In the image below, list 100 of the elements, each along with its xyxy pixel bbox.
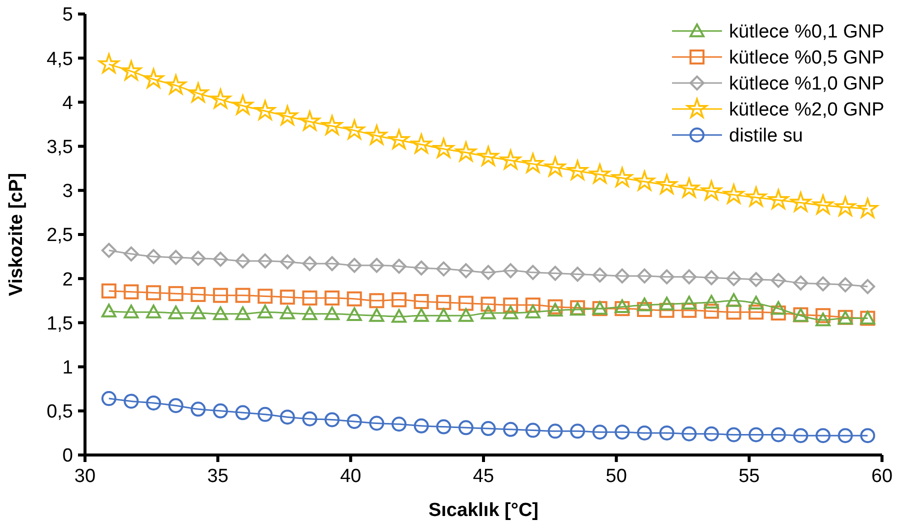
point [500, 150, 521, 170]
point [636, 302, 652, 317]
point [656, 174, 678, 194]
point [682, 302, 697, 318]
point [636, 298, 652, 312]
point [770, 301, 786, 315]
point [838, 428, 853, 444]
point [456, 142, 476, 162]
y-tick-label: 3,5 [46, 136, 73, 158]
point [346, 307, 362, 321]
point [101, 391, 116, 406]
legend-label: kütlece %0,5 GNP [729, 48, 884, 69]
point [190, 250, 206, 266]
point [302, 290, 318, 306]
point [592, 424, 608, 440]
legend-label: kütlece %2,0 GNP [729, 100, 884, 121]
point [414, 260, 429, 276]
point [838, 277, 853, 292]
point [816, 428, 831, 444]
point [436, 308, 452, 322]
point [369, 416, 384, 431]
point [458, 296, 474, 311]
point [188, 82, 208, 102]
y-tick-label: 5 [62, 4, 73, 26]
point [860, 279, 876, 294]
point [232, 94, 254, 115]
point [659, 296, 674, 310]
point [704, 426, 719, 442]
point [299, 110, 320, 131]
point [146, 285, 162, 300]
y-axis-title: Viskozite [cP] [6, 172, 27, 296]
point [835, 196, 856, 216]
point [614, 301, 630, 316]
point [748, 304, 764, 320]
point [812, 194, 834, 214]
point [235, 253, 250, 268]
point [503, 263, 518, 278]
point [388, 129, 410, 150]
y-tick-label: 0 [62, 446, 73, 467]
point [346, 291, 362, 306]
point [254, 100, 276, 120]
point [503, 306, 518, 320]
point [346, 414, 362, 429]
point [748, 272, 764, 287]
point [414, 418, 429, 434]
point [344, 120, 365, 140]
point [746, 186, 766, 206]
point [302, 256, 318, 272]
point [277, 106, 298, 126]
point [168, 286, 184, 302]
point [258, 406, 273, 422]
point [726, 304, 742, 320]
point [480, 296, 496, 312]
x-tick-label: 55 [738, 466, 760, 487]
x-tick-label: 50 [606, 466, 627, 487]
point [548, 424, 563, 439]
x-axis-title: Sıcaklık [°C] [428, 500, 539, 521]
point [726, 427, 742, 442]
point [280, 410, 295, 425]
point [436, 294, 452, 310]
point [258, 304, 273, 318]
point [678, 178, 700, 198]
point [436, 261, 452, 276]
point [146, 304, 162, 318]
point [280, 290, 295, 305]
point [659, 425, 674, 440]
point [346, 258, 362, 273]
point [525, 298, 540, 313]
legend-label: kütlece %0,1 GNP [729, 22, 884, 43]
y-tick-label: 1,5 [46, 313, 73, 334]
point [168, 250, 184, 265]
point [369, 293, 384, 308]
point [704, 304, 719, 319]
point [212, 252, 228, 267]
point [525, 304, 540, 318]
point [726, 293, 742, 307]
point [433, 138, 454, 158]
point [124, 304, 139, 318]
point [480, 264, 496, 280]
point [768, 189, 789, 210]
point [614, 299, 630, 314]
point [548, 299, 563, 314]
point [634, 170, 655, 190]
point [190, 402, 206, 417]
point [522, 153, 544, 173]
point [704, 270, 719, 286]
point [120, 60, 142, 80]
x-tick-label: 30 [74, 466, 96, 487]
y-tick-label: 4 [62, 92, 74, 114]
point [723, 184, 744, 204]
point [748, 296, 764, 310]
point [324, 412, 340, 428]
y-tick-label: 2,5 [46, 225, 73, 246]
point [636, 425, 652, 440]
point [168, 398, 184, 414]
point [570, 424, 586, 439]
point [124, 246, 139, 262]
point [436, 419, 452, 434]
point [302, 306, 318, 320]
point [525, 422, 540, 438]
